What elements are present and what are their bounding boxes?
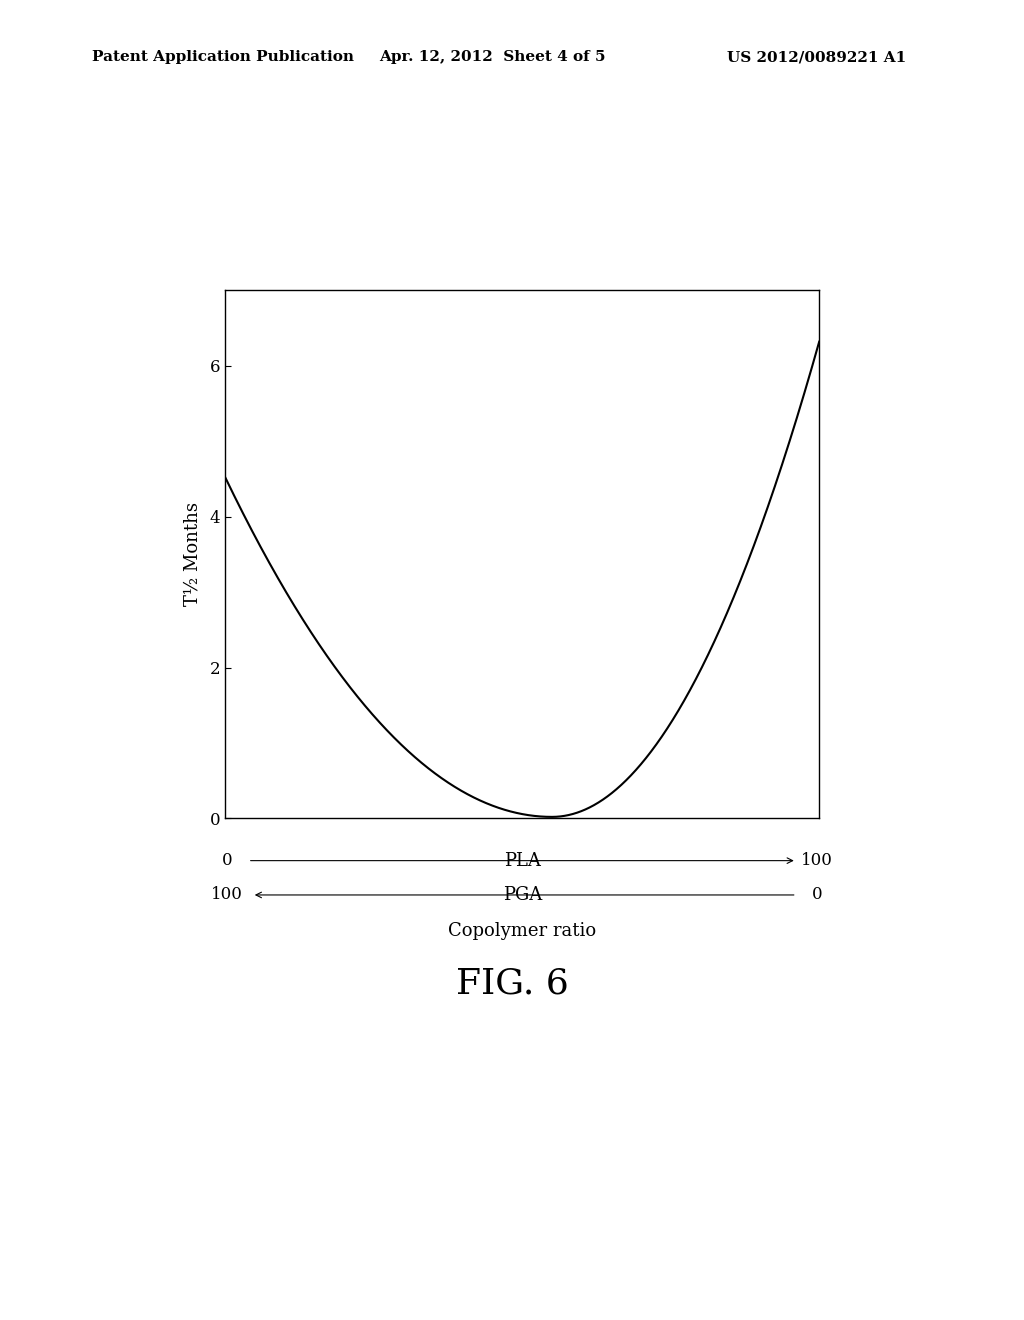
Text: 100: 100 xyxy=(801,853,834,869)
Text: 0: 0 xyxy=(812,887,822,903)
Text: PGA: PGA xyxy=(503,886,542,904)
Text: Copolymer ratio: Copolymer ratio xyxy=(449,921,596,940)
Text: 0: 0 xyxy=(222,853,232,869)
Text: Apr. 12, 2012  Sheet 4 of 5: Apr. 12, 2012 Sheet 4 of 5 xyxy=(379,50,605,65)
Y-axis label: T½ Months: T½ Months xyxy=(183,503,202,606)
Text: PLA: PLA xyxy=(504,851,541,870)
Text: FIG. 6: FIG. 6 xyxy=(456,966,568,1001)
Text: US 2012/0089221 A1: US 2012/0089221 A1 xyxy=(727,50,906,65)
Text: 100: 100 xyxy=(211,887,244,903)
Text: Patent Application Publication: Patent Application Publication xyxy=(92,50,354,65)
